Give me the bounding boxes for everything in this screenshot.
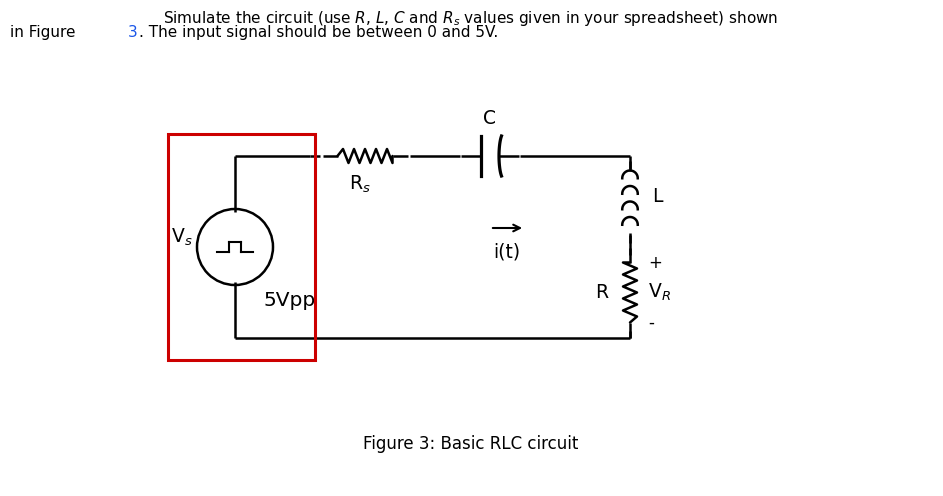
- Bar: [168, 134, 315, 360]
- Text: R: R: [595, 283, 608, 302]
- Text: i(t): i(t): [493, 242, 521, 261]
- Text: C: C: [484, 109, 497, 128]
- Text: L: L: [652, 187, 663, 206]
- Text: +: +: [648, 253, 662, 271]
- Text: Figure 3: Basic RLC circuit: Figure 3: Basic RLC circuit: [363, 435, 579, 453]
- Text: . The input signal should be between 0 and 5V.: . The input signal should be between 0 a…: [139, 25, 498, 40]
- Text: V$_R$: V$_R$: [648, 282, 670, 303]
- Text: 3: 3: [128, 25, 138, 40]
- Text: in Figure: in Figure: [10, 25, 80, 40]
- Text: Simulate the circuit (use $R$, $L$, $C$ and $R_s$ values given in your spreadshe: Simulate the circuit (use $R$, $L$, $C$ …: [163, 9, 779, 28]
- Text: 5Vpp: 5Vpp: [264, 291, 316, 310]
- Text: -: -: [648, 313, 653, 331]
- Text: R$_s$: R$_s$: [349, 174, 371, 195]
- Text: V$_s$: V$_s$: [172, 226, 193, 248]
